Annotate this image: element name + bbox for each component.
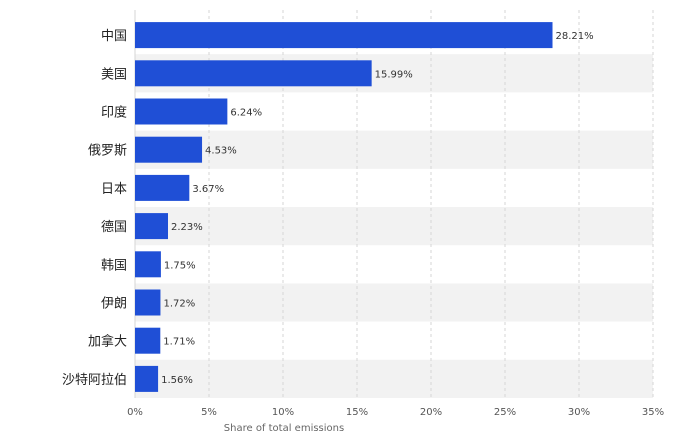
category-label: 伊朗 — [101, 297, 127, 312]
value-label: 1.71% — [163, 337, 195, 348]
category-label: 中国 — [101, 29, 127, 44]
x-tick-label: 15% — [346, 407, 368, 418]
category-label: 加拿大 — [88, 334, 127, 350]
value-label: 1.56% — [161, 375, 193, 386]
category-label: 沙特阿拉伯 — [62, 373, 127, 388]
bar — [135, 174, 190, 201]
bar — [135, 289, 161, 316]
bar — [135, 136, 203, 163]
category-label: 俄罗斯 — [88, 144, 127, 159]
x-axis-title: Share of total emissions — [224, 423, 344, 434]
value-label: 2.23% — [171, 222, 203, 233]
value-labels: 28.21% 15.99% 6.24% 4.53% 3.67% 2.23% 1.75% 1.7… — [161, 31, 594, 386]
x-tick-label: 10% — [272, 407, 294, 418]
value-label: 28.21% — [556, 31, 594, 42]
bar — [135, 22, 553, 49]
bar — [135, 365, 159, 392]
category-label: 德国 — [101, 220, 127, 235]
value-label: 3.67% — [192, 184, 224, 195]
category-label: 日本 — [101, 182, 127, 197]
value-label: 4.53% — [205, 146, 237, 157]
row-band — [135, 283, 653, 322]
x-tick-label: 5% — [201, 407, 217, 418]
x-tick-label: 30% — [568, 407, 590, 418]
bar — [135, 60, 372, 87]
row-band — [135, 207, 653, 246]
bar — [135, 251, 161, 278]
row-bands — [135, 54, 653, 398]
x-tick-label: 25% — [494, 407, 516, 418]
row-band — [135, 130, 653, 169]
x-tick-labels: 0% 5% 10% 15% 20% 25% 30% 35% — [127, 407, 664, 418]
value-label: 1.72% — [163, 299, 195, 310]
bar — [135, 213, 169, 240]
category-label: 美国 — [101, 67, 127, 82]
value-label: 15.99% — [375, 69, 413, 80]
bar — [135, 98, 228, 125]
x-tick-label: 35% — [642, 407, 664, 418]
row-band — [135, 359, 653, 398]
value-label: 6.24% — [230, 108, 262, 119]
value-label: 1.75% — [164, 260, 196, 271]
bar — [135, 327, 161, 354]
x-tick-label: 20% — [420, 407, 442, 418]
x-tick-label: 0% — [127, 407, 143, 418]
category-label: 印度 — [101, 105, 127, 121]
category-label: 韩国 — [101, 258, 127, 273]
bars — [135, 22, 553, 392]
